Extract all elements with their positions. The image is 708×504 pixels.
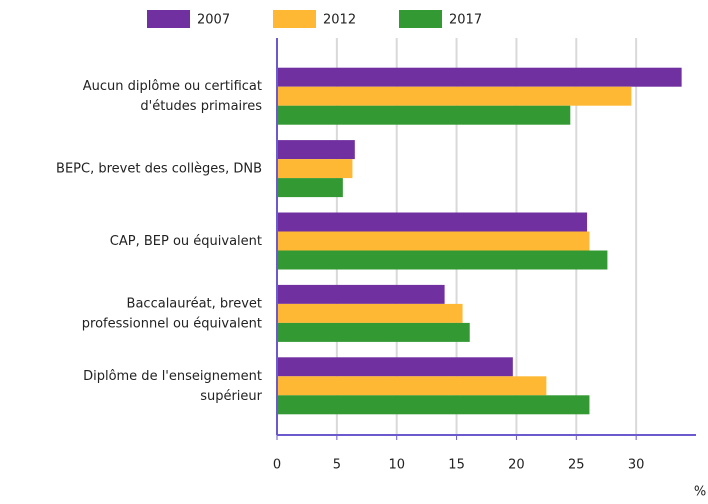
bar [277,376,547,396]
x-tick-label: 5 [333,458,341,473]
y-tick-label: Aucun diplôme ou certificat d'études prim… [83,79,263,114]
bar [277,67,682,87]
x-tick-label: 30 [628,458,645,473]
y-tick-label: Baccalauréat, brevet professionnel ou équ… [82,296,262,331]
bar [277,231,590,251]
legend-swatch [399,10,442,28]
bar [277,140,355,160]
x-axis-label: % [694,485,706,500]
legend-swatch [273,10,316,28]
legend-swatch [147,10,190,28]
y-tick-label: Diplôme de l'enseignement supérieur [83,368,263,403]
bar [277,250,608,270]
bar [277,212,588,232]
bar [277,395,590,415]
x-tick-label: 10 [388,458,405,473]
x-tick-label: 15 [448,458,465,473]
x-tick-label: 0 [273,458,281,473]
legend-label: 2017 [449,13,482,28]
x-tick-label: 25 [568,458,585,473]
legend-label: 2012 [323,13,356,28]
bar [277,159,353,179]
bar [277,357,513,377]
bar [277,86,632,106]
legend-label: 2007 [197,13,230,28]
bar [277,303,463,323]
bar [277,322,470,342]
bar [277,178,343,198]
x-tick-label: 20 [508,458,525,473]
bar [277,105,571,125]
y-tick-label: CAP, BEP ou équivalent [110,234,262,249]
bar [277,284,445,304]
y-tick-label: BEPC, brevet des collèges, DNB [56,161,262,176]
